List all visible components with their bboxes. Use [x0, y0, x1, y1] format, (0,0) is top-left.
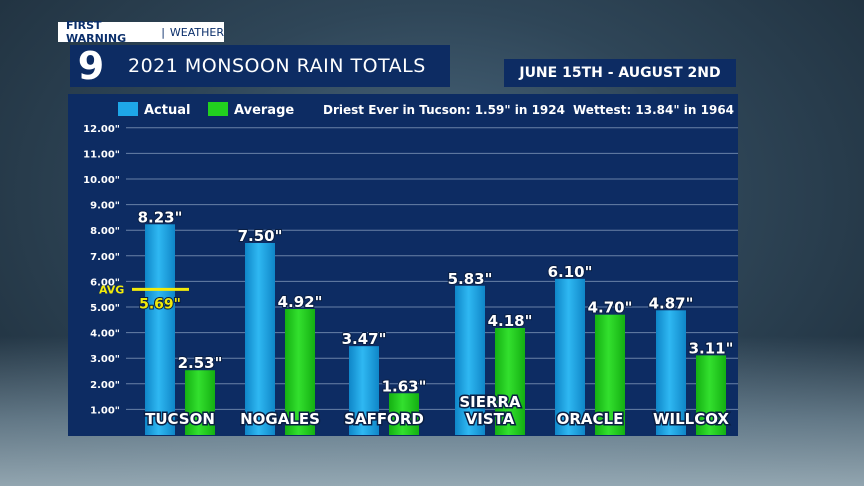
data-label-average: 4.70" — [588, 299, 633, 317]
data-label-average: 1.63" — [382, 377, 427, 395]
brand-bar: FIRST WARNING | WEATHER — [58, 19, 224, 45]
data-label-actual: 7.50" — [238, 227, 283, 245]
legend-label: Actual — [144, 103, 190, 118]
category-label: TUCSON — [145, 410, 215, 428]
bar-average — [495, 327, 525, 435]
note-wettest: Wettest: 13.84" in 1964 — [573, 103, 734, 117]
legend-swatch — [208, 102, 228, 116]
category-label: SAFFORD — [344, 410, 424, 428]
legend-swatch — [118, 102, 138, 116]
channel-logo: 9 — [70, 45, 112, 87]
y-tick-label: 2.00" — [90, 380, 120, 391]
data-label-actual: 5.83" — [448, 270, 493, 288]
page-title: 2021 MONSOON RAIN TOTALS — [128, 55, 426, 77]
category-label: WILLCOX — [653, 410, 729, 428]
y-tick-label: 8.00" — [90, 226, 120, 237]
bar-average — [595, 314, 625, 435]
data-label-actual: 8.23" — [138, 208, 183, 226]
title-bar: 2021 MONSOON RAIN TOTALS — [112, 45, 450, 87]
y-tick-label: 5.00" — [90, 303, 120, 314]
date-range: JUNE 15TH - AUGUST 2ND — [519, 65, 721, 81]
y-tick-label: 6.00" — [90, 277, 120, 288]
chart-panel — [68, 94, 738, 436]
category-label: NOGALES — [240, 410, 320, 428]
brand-separator: | — [161, 25, 165, 39]
y-tick-label: 12.00" — [83, 124, 120, 135]
category-label: ORACLE — [557, 410, 624, 428]
y-tick-label: 4.00" — [90, 329, 120, 340]
legend-label: Average — [234, 103, 294, 118]
bar-average — [185, 370, 215, 435]
bar-actual — [555, 278, 585, 435]
y-tick-label: 3.00" — [90, 354, 120, 365]
data-label-average: 4.18" — [488, 312, 533, 330]
avg-label: AVG — [99, 283, 124, 296]
bar-actual — [145, 224, 175, 435]
bar-actual — [349, 346, 379, 435]
data-label-actual: 3.47" — [342, 330, 387, 348]
channel-logo-number: 9 — [77, 44, 105, 88]
y-tick-label: 10.00" — [83, 175, 120, 186]
bar-average — [696, 355, 726, 435]
bar-actual — [656, 310, 686, 435]
bar-average — [285, 309, 315, 435]
note-driest: Driest Ever in Tucson: 1.59" in 1924 — [323, 103, 565, 117]
category-label: SIERRA — [459, 393, 521, 411]
bar-average — [389, 393, 419, 435]
y-tick-label: 11.00" — [83, 149, 120, 160]
data-label-average: 2.53" — [178, 354, 223, 372]
bar-actual — [245, 243, 275, 435]
brand-secondary: WEATHER — [169, 25, 224, 39]
y-tick-label: 9.00" — [90, 201, 120, 212]
y-tick-label: 1.00" — [90, 405, 120, 416]
data-label-actual: 6.10" — [548, 263, 593, 281]
y-tick-label: 7.00" — [90, 252, 120, 263]
data-label-average: 4.92" — [278, 293, 323, 311]
category-label: VISTA — [466, 410, 515, 428]
date-range-bar: JUNE 15TH - AUGUST 2ND — [504, 59, 736, 87]
data-label-average: 3.11" — [689, 339, 734, 357]
brand-primary: FIRST WARNING — [66, 19, 127, 45]
data-label-actual: 4.87" — [649, 294, 694, 312]
avg-value-label: 5.69" — [139, 296, 181, 312]
bar-actual — [455, 285, 485, 435]
